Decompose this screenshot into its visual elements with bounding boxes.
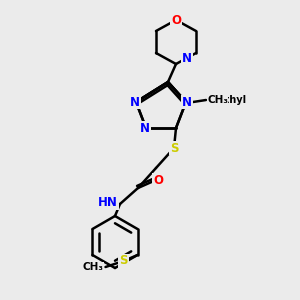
Text: CH₃: CH₃ [82,262,103,272]
Text: CH₃: CH₃ [207,95,228,105]
Text: O: O [153,173,163,187]
Text: N: N [140,122,150,134]
Text: HN: HN [98,196,118,209]
Text: O: O [171,14,181,26]
Text: N: N [182,52,192,65]
Text: S: S [119,254,128,268]
Text: S: S [170,142,178,154]
Text: methyl: methyl [208,95,246,105]
Text: N: N [130,95,140,109]
Text: N: N [182,95,192,109]
